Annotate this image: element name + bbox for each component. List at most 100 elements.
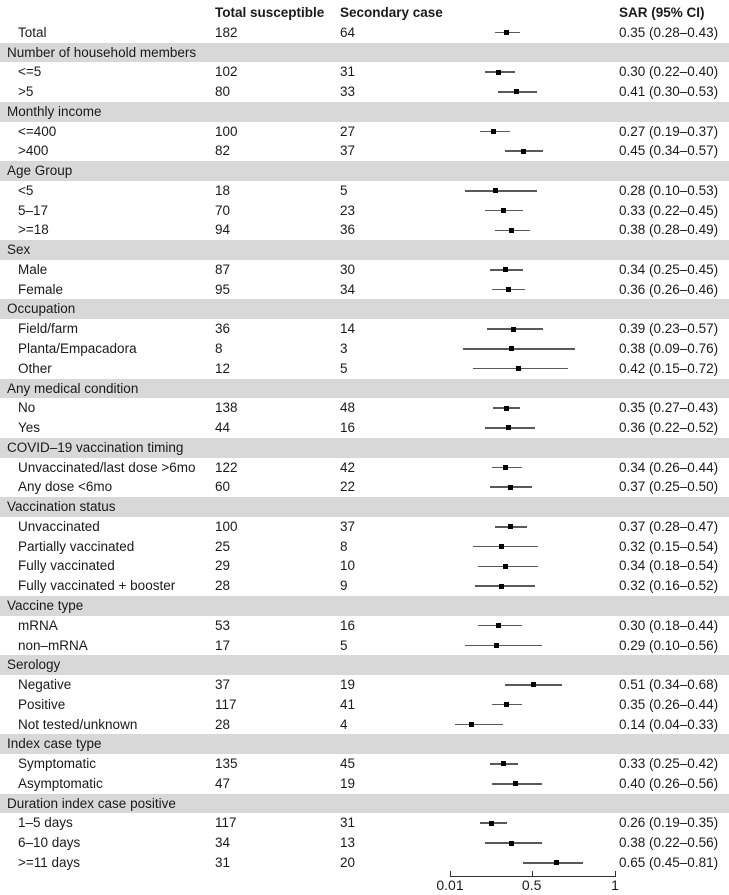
row-label: <5 [18, 182, 34, 198]
point-estimate-marker [499, 583, 505, 589]
table-row: Total 182 64 0.35 (0.28–0.43) [0, 23, 729, 43]
secondary-case-value: 14 [340, 321, 356, 337]
row-label: Female [18, 281, 64, 297]
secondary-case-value: 4 [340, 716, 348, 732]
sar-ci-value: 0.45 (0.34–0.57) [619, 143, 719, 159]
secondary-case-value: 30 [340, 261, 356, 277]
table-row: Field/farm 36 14 0.39 (0.23–0.57) [0, 319, 729, 339]
sar-ci-value: 0.33 (0.25–0.42) [619, 756, 719, 772]
total-susceptible-value: 34 [215, 835, 231, 851]
secondary-case-value: 22 [340, 479, 356, 495]
section-header-row: Vaccination status [0, 497, 729, 517]
secondary-case-value: 41 [340, 696, 356, 712]
table-row: <5 18 5 0.28 (0.10–0.53) [0, 181, 729, 201]
secondary-case-value: 3 [340, 341, 348, 357]
section-header-row: Sex [0, 240, 729, 260]
sar-ci-value: 0.26 (0.19–0.35) [619, 815, 719, 831]
table-row: <=400 100 27 0.27 (0.19–0.37) [0, 122, 729, 142]
sar-ci-value: 0.37 (0.28–0.47) [619, 518, 719, 534]
point-estimate-marker [509, 346, 515, 352]
section-label: COVID–19 vaccination timing [7, 439, 184, 455]
total-susceptible-value: 100 [215, 518, 238, 534]
row-label: Total [18, 24, 47, 40]
point-estimate-marker [469, 721, 475, 727]
row-label: >5 [18, 84, 34, 100]
section-label: Monthly income [7, 103, 102, 119]
row-label: No [18, 400, 36, 416]
sar-ci-value: 0.14 (0.04–0.33) [619, 716, 719, 732]
point-estimate-marker [500, 208, 506, 214]
section-label: Vaccine type [7, 597, 84, 613]
section-label: Vaccination status [7, 499, 116, 515]
row-label: 5–17 [18, 202, 49, 218]
row-label: Negative [18, 677, 72, 693]
column-header-total-susceptible: Total susceptible [215, 5, 325, 20]
total-susceptible-value: 117 [215, 815, 237, 831]
table-row: Asymptomatic 47 19 0.40 (0.26–0.56) [0, 774, 729, 794]
section-label: Number of household members [7, 44, 197, 60]
sar-ci-value: 0.38 (0.28–0.49) [619, 222, 719, 238]
section-label: Duration index case positive [7, 795, 176, 811]
row-label: Unvaccinated [18, 518, 100, 534]
total-susceptible-value: 28 [215, 716, 231, 732]
total-susceptible-value: 80 [215, 84, 231, 100]
point-estimate-marker [489, 820, 495, 826]
point-estimate-marker [502, 267, 508, 273]
point-estimate-marker [530, 682, 536, 688]
sar-ci-value: 0.35 (0.28–0.43) [619, 24, 719, 40]
section-header-row: Serology [0, 655, 729, 676]
total-susceptible-value: 87 [215, 261, 231, 277]
point-estimate-marker [494, 642, 500, 648]
sar-ci-value: 0.42 (0.15–0.72) [619, 360, 719, 376]
sar-ci-value: 0.29 (0.10–0.56) [619, 637, 719, 653]
row-label: non–mRNA [18, 637, 88, 653]
point-estimate-marker [500, 761, 506, 767]
point-estimate-marker [515, 366, 521, 372]
secondary-case-value: 33 [340, 84, 356, 100]
point-estimate-marker [507, 484, 513, 490]
secondary-case-value: 37 [340, 143, 356, 159]
sar-ci-value: 0.34 (0.18–0.54) [619, 558, 719, 574]
secondary-case-value: 20 [340, 854, 356, 870]
x-axis-tick [450, 871, 451, 876]
point-estimate-marker [520, 148, 526, 154]
point-estimate-marker [554, 860, 560, 866]
total-susceptible-value: 29 [215, 558, 231, 574]
confidence-interval-line [523, 862, 584, 864]
section-label: Sex [7, 242, 31, 258]
total-susceptible-value: 8 [215, 341, 223, 357]
x-axis-tick [531, 871, 533, 876]
total-susceptible-value: 100 [215, 123, 238, 139]
section-label: Age Group [7, 163, 73, 179]
secondary-case-value: 64 [340, 24, 356, 40]
sar-ci-value: 0.32 (0.16–0.52) [619, 578, 719, 594]
confidence-interval-line [473, 367, 569, 370]
point-estimate-marker [505, 287, 511, 293]
total-susceptible-value: 47 [215, 775, 231, 791]
x-axis-tick [615, 871, 616, 876]
secondary-case-value: 19 [340, 677, 356, 693]
row-label: 1–5 days [18, 815, 73, 831]
row-label: Not tested/unknown [18, 716, 138, 732]
x-axis-tick-label: 0.01 [436, 877, 464, 893]
point-estimate-marker [509, 840, 515, 846]
total-susceptible-value: 138 [215, 400, 238, 416]
table-row: >400 82 37 0.45 (0.34–0.57) [0, 141, 729, 161]
total-susceptible-value: 95 [215, 281, 231, 297]
sar-ci-value: 0.41 (0.30–0.53) [619, 84, 719, 100]
section-label: Occupation [7, 301, 76, 317]
confidence-interval-line [478, 565, 539, 568]
total-susceptible-value: 102 [215, 64, 238, 80]
table-row: >=18 94 36 0.38 (0.28–0.49) [0, 220, 729, 240]
row-label: Any dose <6mo [18, 479, 113, 495]
table-row: Any dose <6mo 60 22 0.37 (0.25–0.50) [0, 477, 729, 497]
point-estimate-marker [502, 563, 508, 569]
total-susceptible-value: 94 [215, 222, 231, 238]
secondary-case-value: 16 [340, 420, 356, 436]
secondary-case-value: 34 [340, 281, 356, 297]
confidence-interval-line [463, 348, 575, 350]
secondary-case-value: 8 [340, 538, 348, 554]
secondary-case-value: 37 [340, 518, 356, 534]
sar-ci-value: 0.40 (0.26–0.56) [619, 775, 719, 791]
